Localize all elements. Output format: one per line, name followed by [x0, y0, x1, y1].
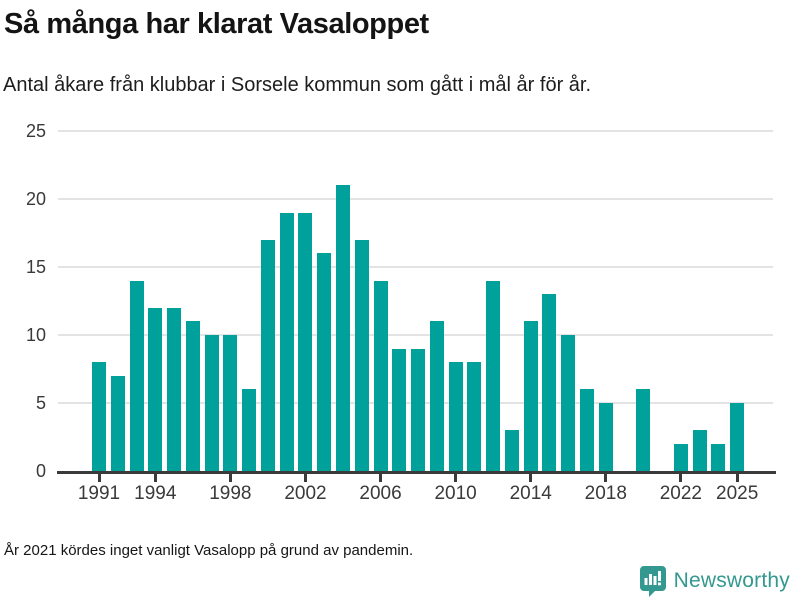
- x-axis-label-2022: 2022: [659, 483, 702, 504]
- bar-2007: [392, 348, 407, 471]
- y-axis-label-20: 20: [25, 189, 46, 209]
- x-axis-label-2018: 2018: [584, 483, 627, 504]
- y-axis-label-25: 25: [25, 121, 46, 141]
- newsworthy-bubble-chart-icon: [639, 565, 667, 597]
- x-axis-label-2025: 2025: [716, 483, 759, 504]
- x-tick-2018: [604, 474, 608, 482]
- bar-2000: [260, 239, 275, 471]
- bar-2014: [523, 321, 538, 471]
- x-axis-label-2002: 2002: [284, 483, 327, 504]
- x-axis-label-2014: 2014: [509, 483, 552, 504]
- bar-1998: [223, 335, 238, 471]
- bar-2001: [279, 212, 294, 471]
- x-tick-1991: [97, 474, 101, 482]
- gridline-y-25: [58, 130, 773, 132]
- bar-2006: [373, 280, 388, 471]
- bar-2020: [636, 389, 651, 471]
- newsworthy-wordmark: Newsworthy: [673, 569, 790, 592]
- x-axis-label-2010: 2010: [434, 483, 477, 504]
- bar-2018: [598, 403, 613, 471]
- bar-1994: [148, 307, 163, 471]
- y-axis-label-10: 10: [25, 325, 46, 345]
- bar-2005: [354, 239, 369, 471]
- chart-footnote: År 2021 kördes inget vanligt Vasalopp på…: [4, 542, 414, 559]
- bar-1999: [242, 389, 257, 471]
- bar-2003: [317, 253, 332, 471]
- bar-2009: [429, 321, 444, 471]
- x-tick-2014: [529, 474, 533, 482]
- x-tick-2006: [379, 474, 383, 482]
- newsworthy-logo: Newsworthy: [639, 565, 790, 597]
- bar-2015: [542, 294, 557, 471]
- bar-2025: [730, 403, 745, 471]
- y-axis-label-0: 0: [35, 461, 46, 481]
- x-axis-label-1991: 1991: [77, 483, 121, 504]
- x-tick-1994: [153, 474, 157, 482]
- bar-2012: [486, 280, 501, 471]
- x-tick-2010: [454, 474, 458, 482]
- bar-1991: [92, 362, 106, 471]
- x-axis-label-2006: 2006: [359, 483, 402, 504]
- x-tick-2025: [735, 474, 739, 482]
- bar-2013: [504, 430, 519, 471]
- bar-1995: [167, 307, 182, 471]
- y-axis-label-5: 5: [35, 393, 46, 413]
- x-tick-2002: [303, 474, 307, 482]
- bar-2011: [467, 362, 482, 471]
- bar-2024: [711, 443, 726, 471]
- gridline-y-10: [58, 334, 773, 336]
- bar-2008: [411, 348, 426, 471]
- x-axis-label-1998: 1998: [209, 483, 252, 504]
- chart-subtitle: Antal åkare från klubbar i Sorsele kommu…: [3, 74, 592, 96]
- bar-2004: [336, 185, 350, 471]
- bar-2016: [561, 335, 576, 471]
- y-axis-label-15: 15: [25, 257, 46, 277]
- gridline-y-15: [58, 266, 773, 268]
- bar-2022: [673, 443, 688, 471]
- bar-1997: [204, 335, 219, 471]
- x-axis-label-1994: 1994: [134, 483, 177, 504]
- x-tick-1998: [228, 474, 232, 482]
- chart-title: Så många har klarat Vasaloppet: [4, 8, 429, 40]
- bar-2017: [580, 389, 595, 471]
- x-tick-2022: [679, 474, 683, 482]
- gridline-y-20: [58, 198, 773, 200]
- bar-2023: [692, 430, 707, 471]
- bar-1996: [185, 321, 200, 471]
- bar-1992: [110, 375, 125, 471]
- bar-2002: [298, 212, 313, 471]
- bar-2010: [448, 362, 463, 471]
- bar-1993: [129, 280, 144, 471]
- x-axis-line: [57, 471, 776, 474]
